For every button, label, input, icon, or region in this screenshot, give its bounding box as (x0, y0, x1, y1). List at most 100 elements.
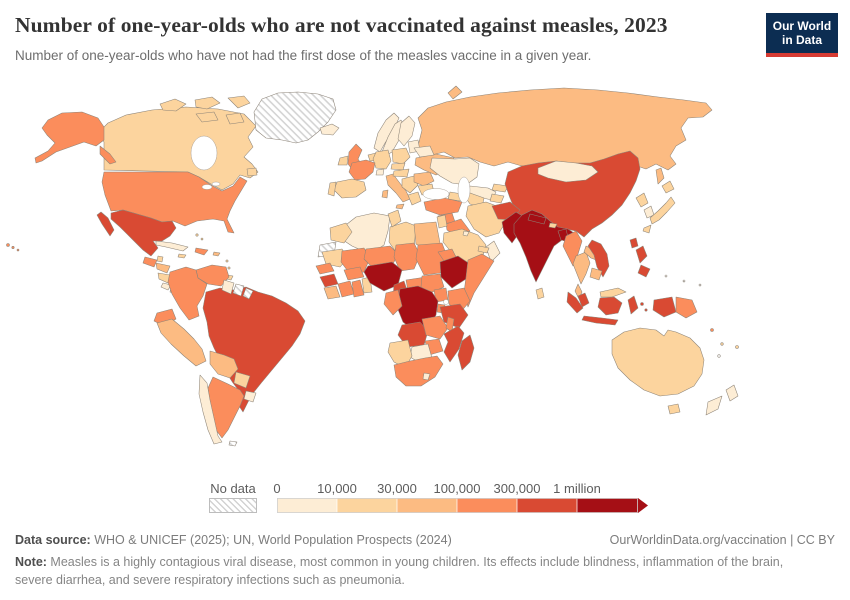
country-micronesia[interactable] (682, 279, 686, 283)
country-lesser-antilles[interactable] (227, 266, 231, 270)
country-chad[interactable] (393, 242, 421, 272)
country-kuwait[interactable] (462, 230, 470, 237)
country-bolivia[interactable] (209, 350, 239, 379)
country-zambia[interactable] (421, 315, 449, 340)
country-mozambique[interactable] (443, 325, 465, 363)
country-sierra-leone-liberia[interactable] (323, 285, 341, 300)
country-canada[interactable] (97, 106, 259, 191)
country-falkland-islands[interactable] (228, 440, 238, 447)
country-indonesia-papua[interactable] (652, 296, 677, 318)
legend-bin-1[interactable] (337, 498, 397, 513)
country-brazil[interactable] (202, 286, 306, 413)
legend-bin-3[interactable] (457, 498, 517, 513)
country-switzerland[interactable] (375, 168, 385, 176)
no-data-swatch[interactable] (209, 498, 257, 513)
country-micronesia[interactable] (698, 283, 702, 287)
country-japan-honshu[interactable] (649, 196, 676, 225)
country-sri-lanka[interactable] (535, 287, 545, 300)
country-philippines[interactable] (635, 245, 648, 264)
country-belarus[interactable] (413, 145, 435, 158)
country-canada[interactable] (159, 98, 187, 112)
country-israel-jordan[interactable] (436, 214, 448, 229)
country-usa-alaska[interactable] (99, 145, 117, 165)
country-philippines[interactable] (637, 264, 651, 278)
country-australia-tasmania[interactable] (667, 403, 681, 415)
country-south-africa[interactable] (393, 355, 444, 387)
country-fiji[interactable] (735, 345, 739, 349)
country-indonesia-moluccas[interactable] (640, 302, 644, 306)
legend-bin-0[interactable] (277, 498, 337, 513)
country-mongolia[interactable] (537, 160, 599, 183)
country-indonesia-sulawesi[interactable] (627, 295, 639, 315)
country-usa-alaska[interactable] (34, 111, 105, 164)
country-italy-sardinia[interactable] (381, 189, 389, 199)
country-italy-sicily[interactable] (395, 203, 405, 210)
country-guyana[interactable] (221, 279, 235, 295)
owid-url-link[interactable]: OurWorldinData.org/vaccination | CC BY (609, 533, 835, 547)
owid-logo[interactable]: Our World in Data (766, 13, 838, 57)
country-germany[interactable] (372, 149, 392, 170)
country-poland[interactable] (391, 147, 411, 165)
country-paraguay[interactable] (233, 371, 251, 389)
country-spain[interactable] (333, 178, 367, 199)
country-senegal[interactable] (315, 262, 335, 275)
country-nepal[interactable] (527, 213, 547, 225)
country-usa-hawaii[interactable] (16, 248, 20, 252)
country-canada[interactable] (195, 111, 219, 123)
country-vietnam[interactable] (587, 239, 610, 278)
country-solomon-islands[interactable] (710, 328, 714, 332)
country-madagascar[interactable] (457, 334, 475, 371)
country-austria-hungary[interactable] (392, 168, 410, 178)
country-greece[interactable] (407, 191, 422, 206)
country-papua-new-guinea[interactable] (675, 296, 698, 319)
country-ireland[interactable] (337, 155, 349, 166)
country-usa-hawaii[interactable] (11, 246, 15, 249)
country-usa-hawaii[interactable] (6, 243, 10, 247)
country-greenland[interactable] (253, 91, 337, 144)
country-uae[interactable] (477, 245, 490, 254)
country-east-malaysia[interactable] (599, 287, 627, 298)
country-russia-sakhalin[interactable] (655, 167, 665, 185)
country-portugal[interactable] (327, 181, 337, 197)
country-tajikistan[interactable] (489, 193, 505, 204)
country-colombia[interactable] (167, 266, 208, 321)
country-guinea[interactable] (319, 273, 339, 288)
country-czech-slovakia[interactable] (390, 162, 406, 171)
country-bahamas[interactable] (200, 237, 204, 241)
country-canada[interactable] (194, 96, 221, 110)
country-cuba[interactable] (155, 240, 189, 252)
country-micronesia[interactable] (664, 274, 668, 278)
country-turkey[interactable] (423, 197, 463, 216)
country-iceland[interactable] (319, 123, 340, 136)
country-tunisia[interactable] (387, 209, 402, 228)
country-russia[interactable] (417, 87, 713, 171)
legend-bin-2[interactable] (397, 498, 457, 513)
country-australia[interactable] (611, 327, 705, 397)
country-lesser-antilles[interactable] (225, 259, 229, 263)
country-romania[interactable] (413, 171, 435, 187)
country-cambodia[interactable] (589, 267, 603, 281)
country-new-zealand[interactable] (705, 395, 723, 416)
country-vanuatu[interactable] (720, 342, 724, 346)
country-indonesia-sumatra[interactable] (566, 291, 584, 314)
country-costa-rica[interactable] (160, 282, 172, 291)
country-burkina-faso[interactable] (343, 266, 365, 281)
country-indonesia-java[interactable] (581, 315, 619, 326)
country-jamaica[interactable] (177, 253, 187, 259)
country-french-guiana[interactable] (242, 287, 254, 300)
country-bahamas[interactable] (195, 233, 199, 237)
country-new-caledonia[interactable] (717, 354, 721, 358)
country-japan-kyushu[interactable] (642, 224, 652, 234)
country-puerto-rico[interactable] (212, 251, 221, 257)
country-new-zealand[interactable] (725, 384, 739, 402)
country-morocco[interactable] (329, 222, 353, 244)
country-lesotho[interactable] (422, 372, 431, 381)
country-mexico-baja[interactable] (96, 211, 115, 237)
country-canada[interactable] (227, 95, 251, 109)
country-kazakhstan[interactable] (429, 157, 480, 186)
country-taiwan[interactable] (629, 237, 639, 249)
country-chile[interactable] (198, 374, 223, 445)
country-guatemala[interactable] (142, 256, 158, 268)
country-canada[interactable] (246, 167, 258, 177)
country-indonesia-moluccas[interactable] (644, 308, 648, 312)
